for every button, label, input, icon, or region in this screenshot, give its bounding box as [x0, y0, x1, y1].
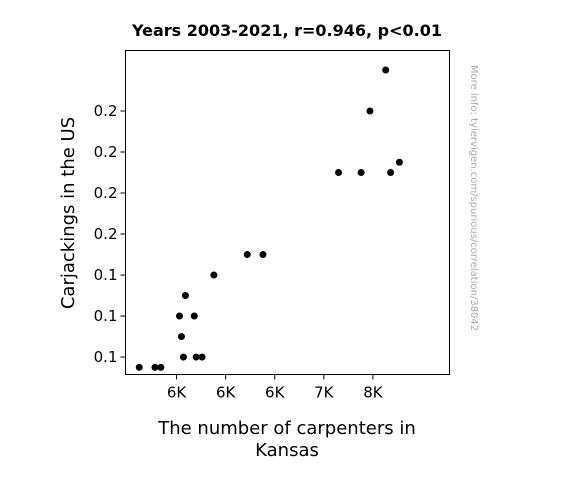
data-point — [382, 66, 390, 74]
x-axis-label-line-1: The number of carpenters in — [157, 418, 416, 439]
y-axis-label: Carjackings in the US — [58, 117, 79, 309]
data-point — [366, 107, 374, 115]
data-point — [135, 363, 143, 371]
x-tick-label: 8K — [363, 384, 384, 402]
y-tick-label: 0.2 — [94, 225, 118, 243]
y-tick-label: 0.1 — [94, 307, 118, 325]
data-point — [387, 169, 395, 177]
x-tick-label: 6K — [167, 384, 188, 402]
data-point — [157, 363, 165, 371]
plot-frame — [125, 50, 450, 375]
x-tick-label: 7K — [314, 384, 335, 402]
data-point — [177, 333, 185, 341]
x-axis: 6K 6K 6K 7K 8K — [167, 374, 384, 402]
data-point — [395, 158, 403, 166]
data-point — [179, 353, 187, 361]
data-point — [243, 251, 251, 259]
y-tick-label: 0.2 — [94, 184, 118, 202]
y-tick-label: 0.2 — [94, 102, 118, 120]
y-axis: 0.1 0.1 0.1 0.2 0.2 0.2 0.2 — [94, 102, 126, 366]
data-point — [192, 353, 200, 361]
source-note: More info: tylervigen.com/spurious/corre… — [468, 65, 479, 331]
data-point — [357, 169, 365, 177]
data-point — [190, 312, 198, 320]
x-tick-label: 6K — [216, 384, 237, 402]
y-tick-label: 0.1 — [94, 266, 118, 284]
x-axis-label-line-2: Kansas — [255, 440, 319, 461]
data-point — [259, 251, 267, 259]
data-points — [135, 66, 403, 371]
y-tick-label: 0.2 — [94, 143, 118, 161]
chart-title: Years 2003-2021, r=0.946, p<0.01 — [131, 21, 442, 40]
y-tick-label: 0.1 — [94, 348, 118, 366]
data-point — [198, 353, 206, 361]
data-point — [210, 271, 218, 279]
data-point — [176, 312, 183, 320]
data-point — [181, 292, 189, 300]
data-point — [151, 363, 159, 371]
plot-area: 6K 6K 6K 7K 8K 0.1 0.1 0.1 0.2 0.2 0.2 0.2 — [94, 50, 450, 402]
data-point — [335, 169, 343, 177]
x-tick-label: 6K — [265, 384, 286, 402]
